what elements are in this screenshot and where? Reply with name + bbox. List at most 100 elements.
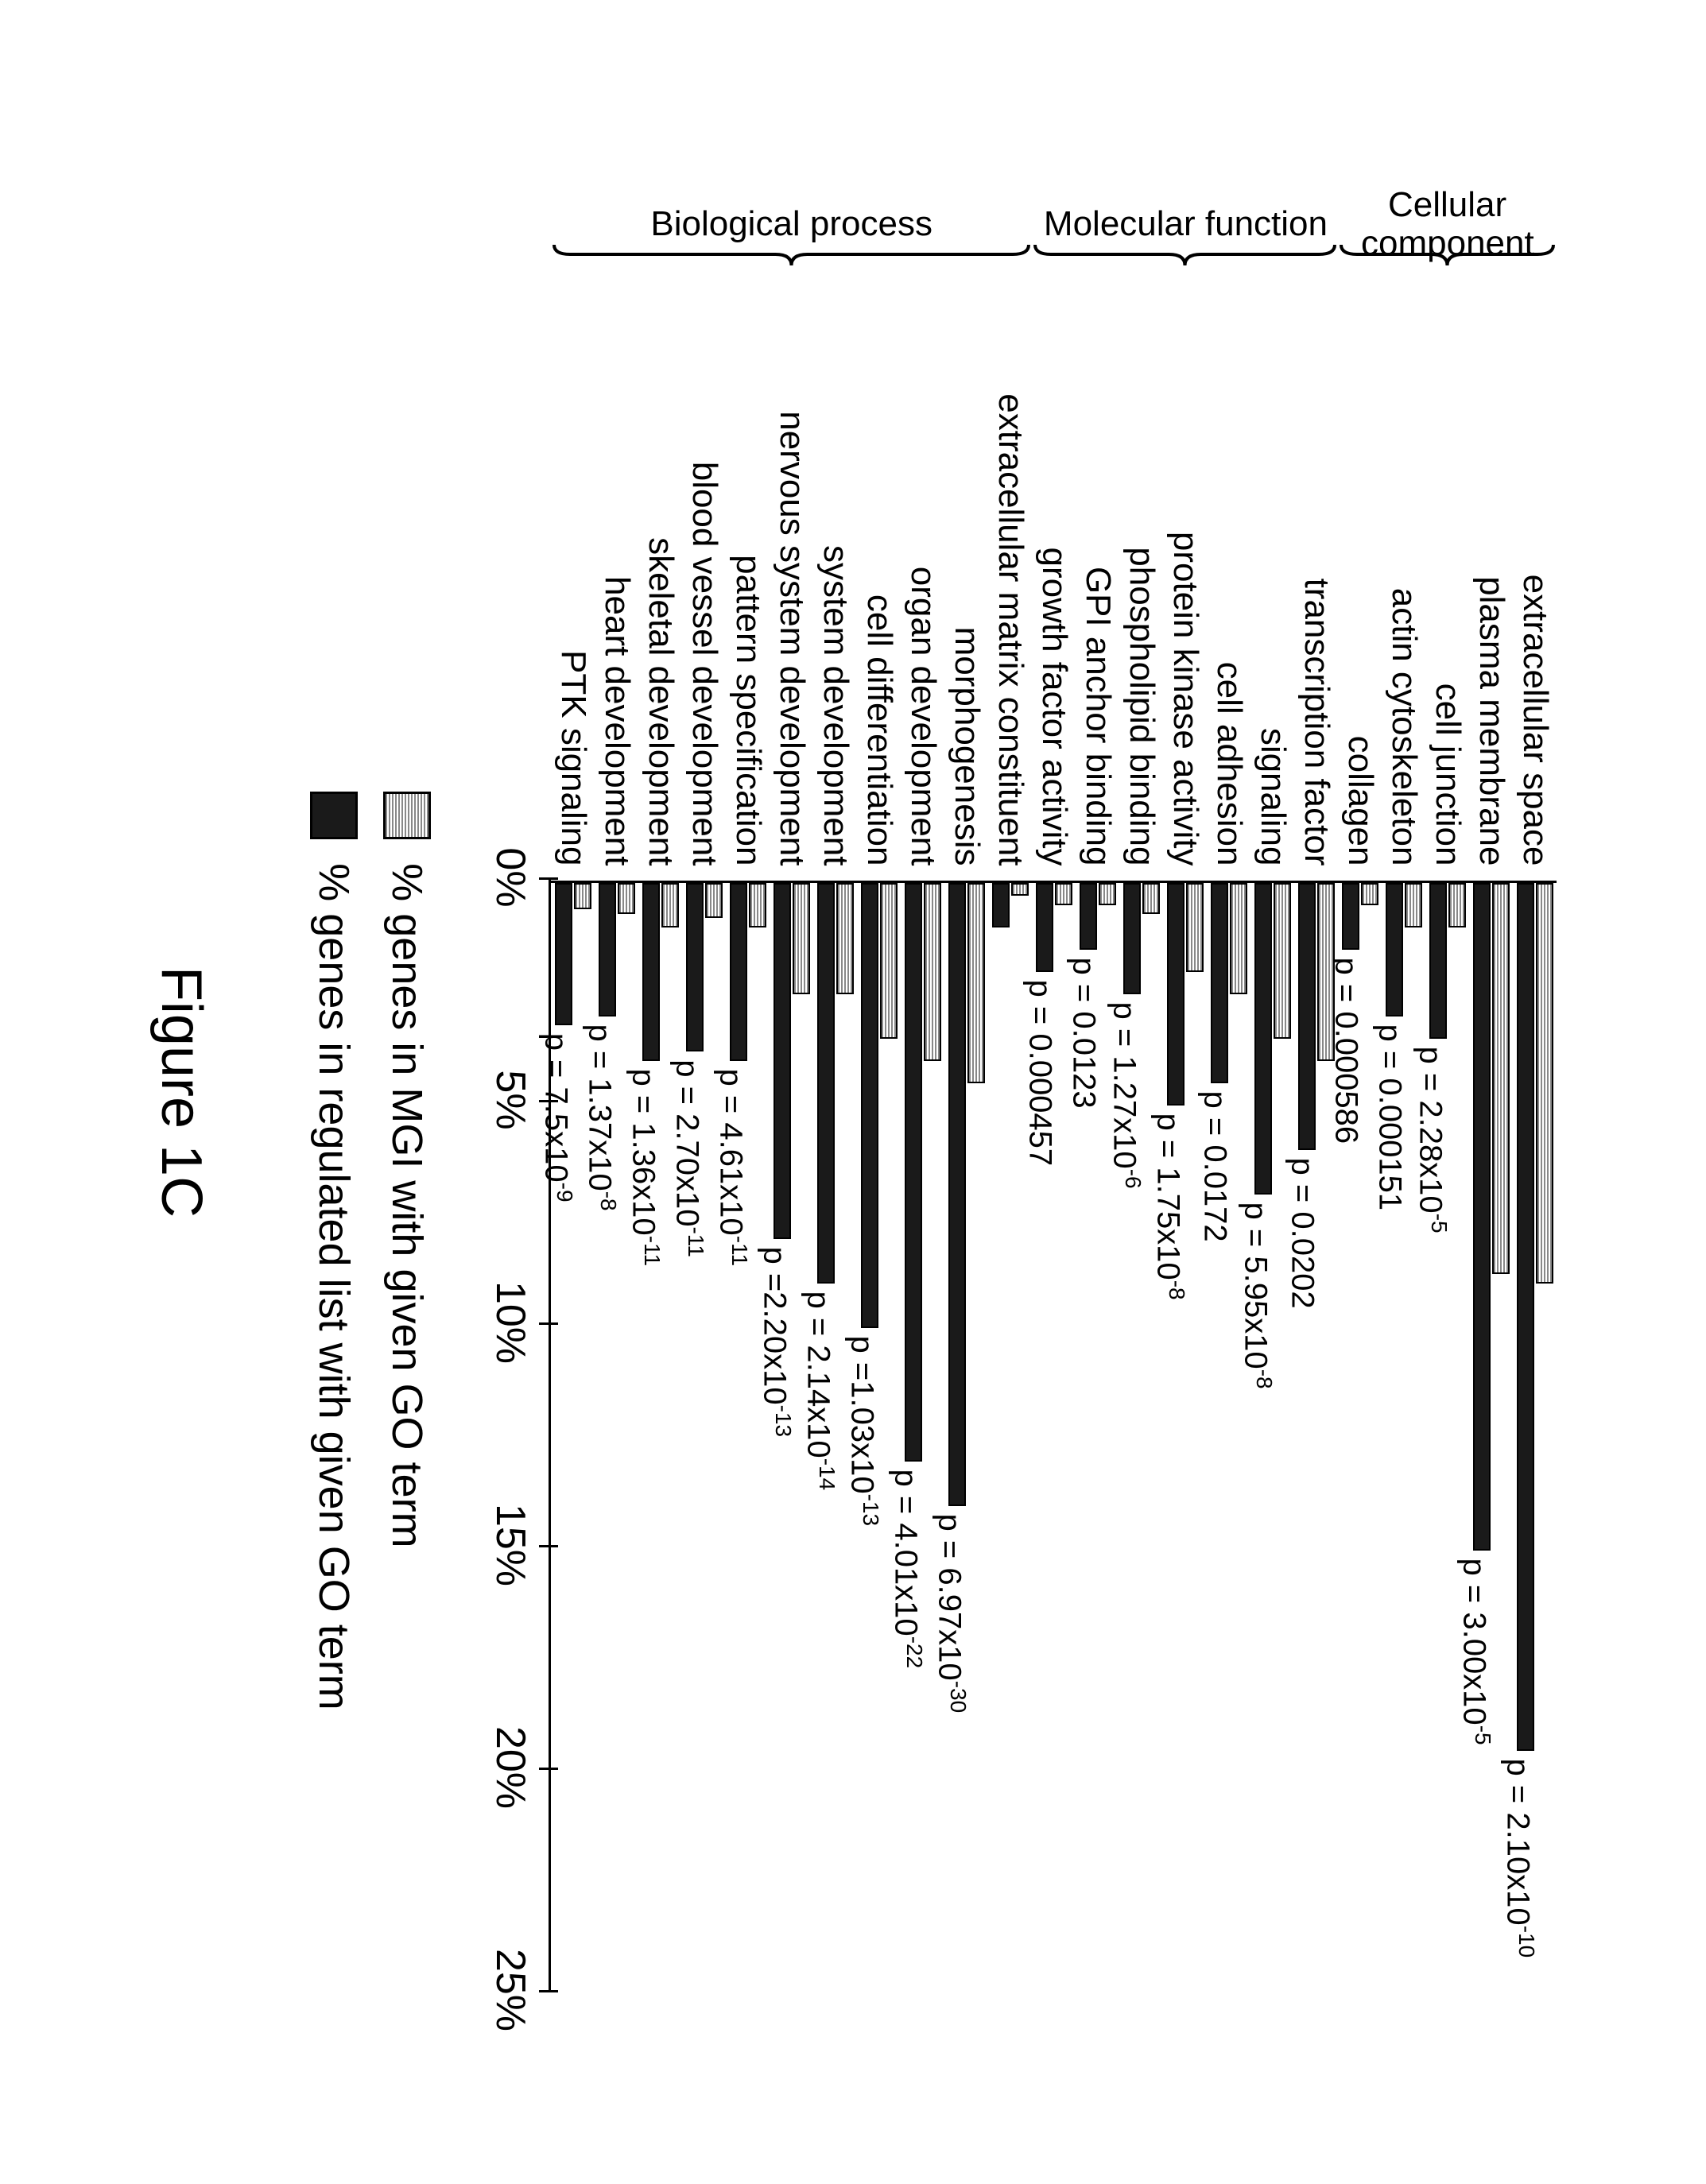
bar-reg bbox=[1517, 883, 1534, 1751]
bar-row: p = 2.10x10-10 bbox=[1514, 883, 1557, 1996]
term-label: morphogenesis bbox=[945, 269, 989, 873]
bars-column: p = 2.10x10-10p = 3.00x10-5p = 2.28x10-5… bbox=[552, 883, 1557, 1996]
bar-mgi bbox=[1142, 883, 1160, 914]
bar-mgi bbox=[1011, 883, 1029, 896]
term-label: PTK signaling bbox=[552, 269, 595, 873]
term-label: actin cytoskeleton bbox=[1382, 269, 1426, 873]
bar-row: p = 0.0172 bbox=[1208, 883, 1251, 1996]
bar-row: p = 0.0202 bbox=[1295, 883, 1339, 1996]
legend-row-mgi: % genes in MGI with given GO term bbox=[383, 792, 432, 1710]
bar-reg bbox=[1036, 883, 1053, 972]
bar-row: p = 1.75x10-8 bbox=[1164, 883, 1208, 1996]
term-label: extracellular matrix constituent bbox=[989, 269, 1033, 873]
bar-row bbox=[989, 883, 1033, 1996]
bar-row: p = 2.14x10-14 bbox=[814, 883, 858, 1996]
x-tick bbox=[540, 1100, 559, 1102]
term-label: cell junction bbox=[1426, 269, 1470, 873]
term-label: pattern specification bbox=[727, 269, 770, 873]
bar-row: p = 5.95x10-8 bbox=[1251, 883, 1295, 1996]
bar-row: p = 0.000151 bbox=[1382, 883, 1426, 1996]
bar-reg bbox=[861, 883, 878, 1328]
bar-row: p = 0.0123 bbox=[1076, 883, 1120, 1996]
chart-body: Cellular componentMolecular functionBiol… bbox=[552, 189, 1557, 1996]
legend-swatch-mgi bbox=[384, 792, 432, 839]
bars-area: p = 2.10x10-10p = 3.00x10-5p = 2.28x10-5… bbox=[552, 881, 1557, 1996]
bar-mgi bbox=[749, 883, 766, 927]
bar-mgi bbox=[618, 883, 635, 914]
bar-mgi bbox=[924, 883, 941, 1061]
bar-reg bbox=[992, 883, 1010, 927]
bar-reg bbox=[1211, 883, 1228, 1083]
bar-reg bbox=[1473, 883, 1491, 1551]
group-label: Biological process bbox=[552, 189, 1033, 261]
bar-mgi bbox=[1448, 883, 1466, 927]
bar-reg bbox=[1080, 883, 1097, 950]
bar-row: p = 1.27x10-6 bbox=[1120, 883, 1164, 1996]
bar-reg bbox=[730, 883, 747, 1061]
bar-mgi bbox=[1055, 883, 1072, 905]
bar-row: p = 3.00x10-5 bbox=[1470, 883, 1514, 1996]
brace-icon bbox=[1339, 243, 1557, 267]
bar-mgi bbox=[1230, 883, 1247, 994]
bar-row: p = 4.01x10-22 bbox=[901, 883, 945, 1996]
x-tick-label: 20% bbox=[487, 1726, 535, 1809]
bar-reg bbox=[774, 883, 791, 1239]
bar-reg bbox=[1298, 883, 1316, 1150]
bar-row: p = 6.97x10-30 bbox=[945, 883, 989, 1996]
bar-reg bbox=[555, 883, 572, 1025]
legend-text-mgi: % genes in MGI with given GO term bbox=[383, 863, 432, 1547]
bar-mgi bbox=[1405, 883, 1422, 927]
term-label: collagen bbox=[1339, 269, 1382, 873]
bar-mgi bbox=[1536, 883, 1553, 1284]
bar-row: p = 1.37x10-8 bbox=[595, 883, 639, 1996]
group-label: Cellular component bbox=[1339, 189, 1557, 261]
figure-caption: Figure 1C bbox=[149, 966, 215, 1218]
term-label: phospholipid binding bbox=[1120, 269, 1164, 873]
bar-mgi bbox=[1186, 883, 1204, 972]
bar-reg bbox=[1167, 883, 1185, 1106]
legend-swatch-reg bbox=[311, 792, 359, 839]
brace-icon bbox=[552, 243, 1033, 267]
bar-mgi bbox=[705, 883, 723, 919]
x-tick bbox=[540, 1545, 559, 1547]
bar-mgi bbox=[1099, 883, 1116, 905]
bar-mgi bbox=[836, 883, 854, 994]
bar-mgi bbox=[661, 883, 679, 927]
bar-row: p = 1.36x10-11 bbox=[639, 883, 683, 1996]
bar-row: p = 2.28x10-5 bbox=[1426, 883, 1470, 1996]
term-label: protein kinase activity bbox=[1164, 269, 1208, 873]
term-label: GPI anchor binding bbox=[1076, 269, 1120, 873]
term-label: skeletal development bbox=[639, 269, 683, 873]
brace-icon bbox=[1033, 243, 1339, 267]
bar-reg bbox=[1429, 883, 1447, 1039]
bar-reg bbox=[1254, 883, 1272, 1195]
legend-text-reg: % genes in regulated list with given GO … bbox=[310, 863, 359, 1710]
term-label: nervous system development bbox=[770, 269, 814, 873]
bar-row: p =1.03x10-13 bbox=[858, 883, 901, 1996]
x-tick-label: 25% bbox=[487, 1949, 535, 2031]
term-label: cell adhesion bbox=[1208, 269, 1251, 873]
bar-row: p = 2.70x10-11 bbox=[683, 883, 727, 1996]
term-label: signaling bbox=[1251, 269, 1295, 873]
bar-reg bbox=[642, 883, 660, 1061]
bar-reg bbox=[1386, 883, 1403, 1016]
bar-reg bbox=[599, 883, 616, 1016]
term-label: plasma membrane bbox=[1470, 269, 1514, 873]
bar-mgi bbox=[1492, 883, 1510, 1275]
term-labels-column: extracellular spaceplasma membranecell j… bbox=[552, 269, 1557, 873]
bar-reg bbox=[1123, 883, 1141, 994]
bar-mgi bbox=[880, 883, 898, 1039]
legend: % genes in MGI with given GO term % gene… bbox=[310, 792, 432, 1710]
x-tick-label: 5% bbox=[487, 1070, 535, 1129]
term-label: growth factor activity bbox=[1033, 269, 1076, 873]
term-label: heart development bbox=[595, 269, 639, 873]
term-label: transcription factor bbox=[1295, 269, 1339, 873]
bar-row: p = 0.000586 bbox=[1339, 883, 1382, 1996]
bar-reg bbox=[905, 883, 922, 1462]
bar-mgi bbox=[1274, 883, 1291, 1039]
x-tick bbox=[540, 1990, 559, 1992]
bar-mgi bbox=[1317, 883, 1335, 1061]
term-label: cell differentiation bbox=[858, 269, 901, 873]
group-labels-column: Cellular componentMolecular functionBiol… bbox=[552, 189, 1557, 261]
x-tick bbox=[540, 1322, 559, 1325]
